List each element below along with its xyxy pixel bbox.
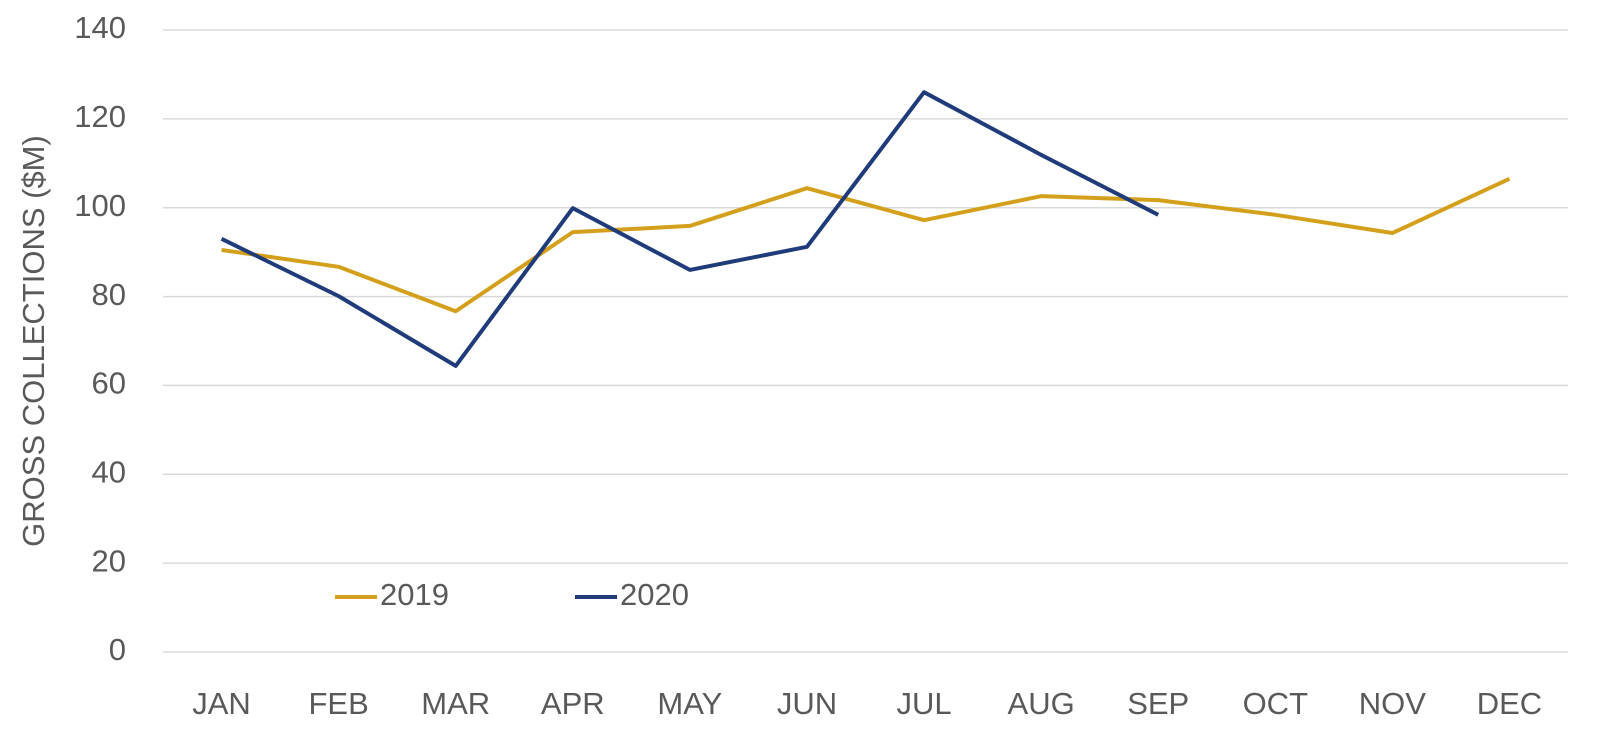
x-tick-label: OCT [1243, 686, 1309, 721]
y-tick-label: 140 [74, 10, 126, 45]
x-tick-label: FEB [308, 686, 368, 721]
y-tick-label: 0 [109, 632, 126, 667]
y-axis-label: GROSS COLLECTIONS ($M) [16, 135, 51, 547]
series-line [220, 90, 1160, 368]
x-tick-label: MAR [421, 686, 490, 721]
x-tick-label: JUL [896, 686, 951, 721]
y-tick-label: 120 [74, 99, 126, 134]
x-tick-label: JUN [777, 686, 837, 721]
x-tick-label: APR [541, 686, 605, 721]
y-tick-label: 60 [92, 366, 126, 401]
x-tick-label: JAN [192, 686, 251, 721]
y-tick-label: 80 [92, 277, 126, 312]
y-tick-label: 40 [92, 454, 126, 489]
y-tick-label: 20 [92, 543, 126, 578]
x-tick-label: NOV [1359, 686, 1427, 721]
y-tick-label: 100 [74, 188, 126, 223]
series-line [221, 177, 1511, 314]
x-tick-label: AUG [1008, 686, 1075, 721]
legend-label: 2019 [380, 577, 449, 612]
x-tick-label: MAY [657, 686, 722, 721]
legend-label: 2020 [620, 577, 689, 612]
x-tick-label: DEC [1477, 686, 1542, 721]
x-tick-label: SEP [1127, 686, 1189, 721]
